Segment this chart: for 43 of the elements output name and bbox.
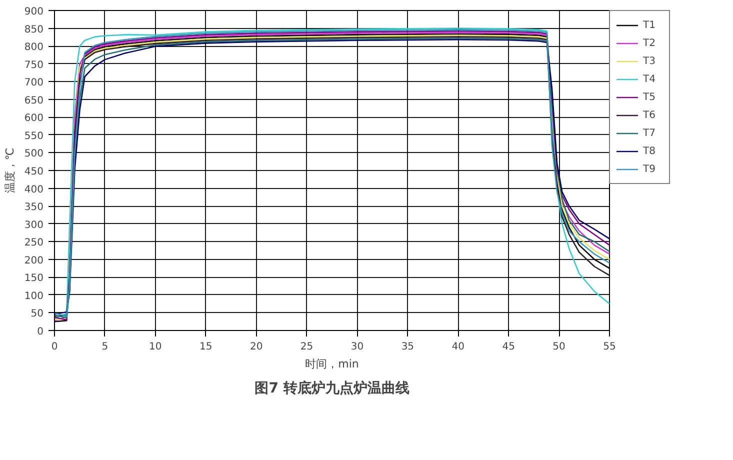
x-tick-label: 10 (149, 342, 162, 352)
y-axis-title: 温度，℃ (3, 148, 16, 194)
legend-label: T1 (643, 18, 656, 32)
legend-label: T4 (643, 72, 656, 86)
y-tick-label: 550 (24, 130, 44, 142)
legend-label: T3 (643, 54, 656, 68)
y-tick-label: 500 (24, 148, 44, 160)
x-tick-label: 5 (102, 342, 108, 352)
legend-label: T5 (643, 90, 656, 104)
y-tick-label: 400 (24, 184, 44, 196)
y-tick-label: 200 (24, 255, 44, 266)
x-tick-label: 30 (350, 342, 364, 352)
y-tick-label: 0 (37, 326, 44, 338)
y-tick-label: 50 (30, 308, 44, 320)
y-tick-label: 350 (24, 202, 44, 214)
x-tick-label: 0 (51, 342, 58, 352)
x-tick-label: 40 (452, 342, 465, 352)
y-tick-label: 700 (24, 78, 44, 89)
y-tick-label: 250 (24, 238, 44, 249)
x-tick-label: 15 (200, 342, 212, 352)
y-tick-label: 300 (24, 220, 44, 231)
x-tick-label: 50 (552, 342, 566, 352)
x-tick-label: 25 (300, 342, 314, 352)
x-axis-title: 时间，min (305, 358, 359, 370)
x-tick-label: 55 (603, 342, 616, 352)
x-tick-label: 45 (502, 342, 515, 352)
y-tick-label: 150 (24, 273, 44, 284)
y-tick-label: 100 (24, 290, 44, 302)
x-tick-label: 35 (401, 342, 414, 352)
legend-label: T9 (643, 162, 656, 176)
y-tick-label: 750 (24, 60, 44, 71)
legend-label: T6 (643, 108, 656, 122)
y-tick-label: 900 (24, 6, 44, 18)
legend-label: T2 (643, 36, 656, 50)
y-tick-label: 600 (24, 113, 44, 124)
y-tick-label: 850 (24, 24, 44, 36)
x-tick-label: 20 (250, 342, 263, 352)
legend-label: T8 (643, 144, 656, 158)
text: 图7 转底炉九点炉温曲线 (254, 380, 410, 396)
y-tick-label: 800 (24, 42, 44, 54)
legend-label: T7 (643, 126, 656, 140)
y-tick-label: 650 (24, 95, 44, 106)
y-tick-label: 450 (24, 166, 44, 178)
